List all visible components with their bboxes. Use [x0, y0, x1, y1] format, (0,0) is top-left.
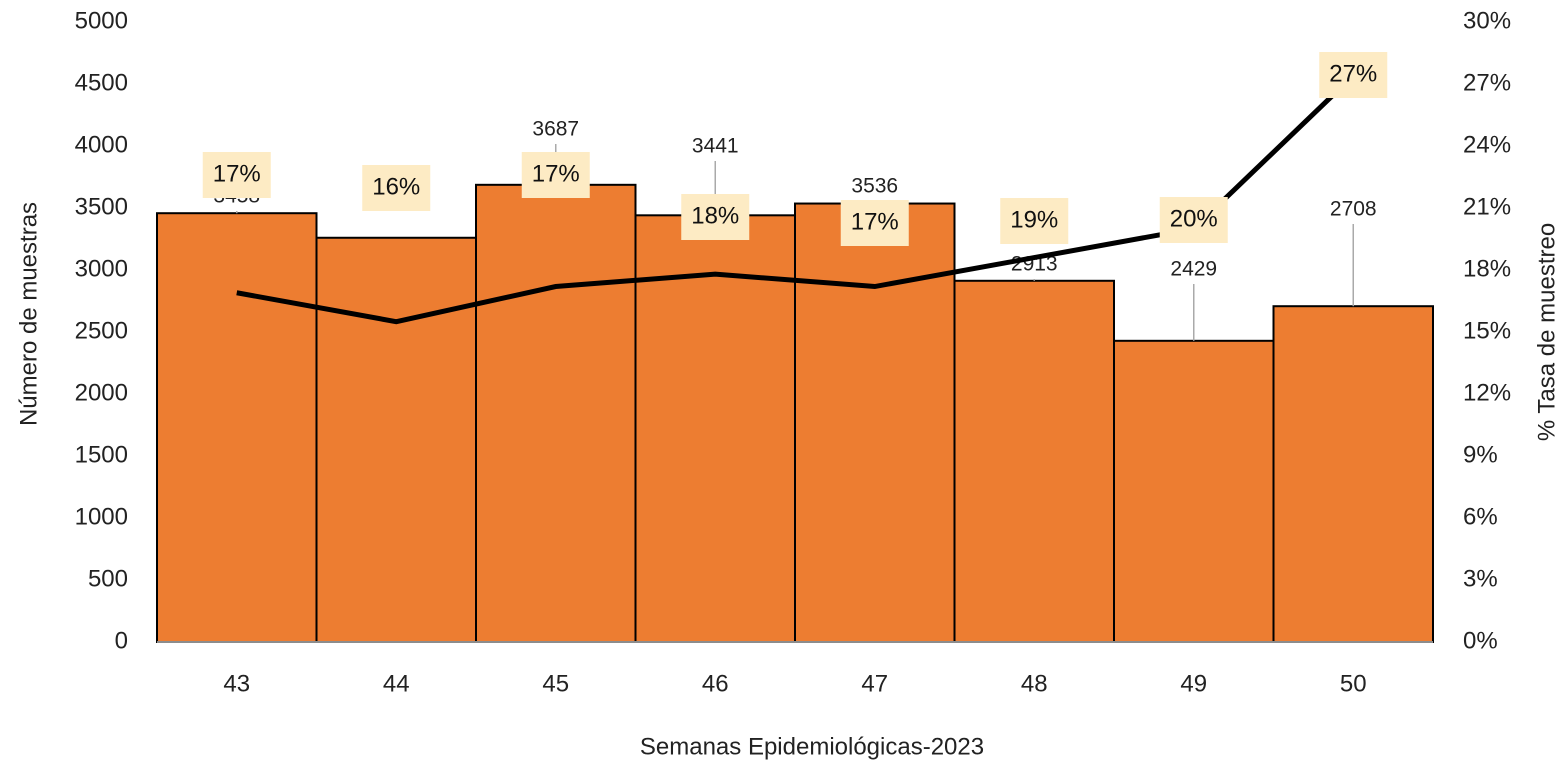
data-label: 18% [691, 202, 739, 229]
x-tick-label: 48 [1021, 670, 1048, 697]
y-tick-label: 2000 [75, 379, 128, 406]
y2-tick-label: 18% [1463, 255, 1511, 282]
y-tick-label: 1500 [75, 441, 128, 468]
x-tick-label: 50 [1340, 670, 1367, 697]
bar [794, 202, 956, 643]
y-tick-label: 3000 [75, 255, 128, 282]
y-tick-label: 4000 [75, 131, 128, 158]
label-box [521, 152, 590, 198]
data-label: 19% [1010, 206, 1058, 233]
data-label: 27% [1329, 60, 1377, 87]
label-box [1159, 197, 1228, 243]
y2-tick-label: 9% [1463, 441, 1498, 468]
x-tick-label: 47 [861, 670, 888, 697]
bar [1272, 305, 1434, 643]
label-box [202, 152, 271, 198]
data-label: 3687 [532, 118, 579, 141]
y2-axis-label: % Tasa de muestreo [1533, 223, 1560, 441]
label-box [1000, 198, 1069, 244]
data-label: 17% [213, 160, 261, 187]
data-label: 2429 [1170, 258, 1217, 281]
bar [156, 212, 318, 643]
data-label: 20% [1170, 205, 1218, 232]
data-label: 3441 [692, 135, 739, 158]
label-box [1319, 52, 1388, 98]
y-tick-label: 4500 [75, 69, 128, 96]
x-tick-label: 45 [542, 670, 569, 697]
x-tick-label: 49 [1180, 670, 1207, 697]
bar [475, 183, 637, 643]
bar [1113, 339, 1275, 643]
y2-tick-label: 6% [1463, 503, 1498, 530]
y-tick-label: 0 [115, 627, 128, 654]
data-label: 17% [532, 160, 580, 187]
bar [634, 214, 796, 643]
label-box [362, 165, 431, 211]
bar [315, 236, 477, 643]
data-label: 16% [372, 173, 420, 200]
y-tick-label: 1000 [75, 503, 128, 530]
x-tick-label: 46 [702, 670, 729, 697]
data-label: 17% [851, 208, 899, 235]
y2-tick-label: 3% [1463, 565, 1498, 592]
y2-tick-label: 30% [1463, 7, 1511, 34]
y2-tick-label: 24% [1463, 131, 1511, 158]
x-tick-label: 44 [383, 670, 410, 697]
label-box [840, 200, 909, 246]
label-box [681, 194, 750, 240]
bar [953, 279, 1115, 643]
data-label: 2708 [1330, 198, 1377, 221]
y-tick-label: 500 [88, 565, 128, 592]
x-axis-label: Semanas Epidemiológicas-2023 [640, 733, 984, 760]
y-tick-label: 5000 [75, 7, 128, 34]
data-label: 3536 [851, 175, 898, 198]
y-tick-label: 3500 [75, 193, 128, 220]
y-axis-label: Número de muestras [15, 202, 42, 426]
y2-tick-label: 21% [1463, 193, 1511, 220]
y2-tick-label: 0% [1463, 627, 1498, 654]
y-tick-label: 2500 [75, 317, 128, 344]
y2-tick-label: 27% [1463, 69, 1511, 96]
y2-tick-label: 12% [1463, 379, 1511, 406]
y2-tick-label: 15% [1463, 317, 1511, 344]
x-tick-label: 43 [223, 670, 250, 697]
